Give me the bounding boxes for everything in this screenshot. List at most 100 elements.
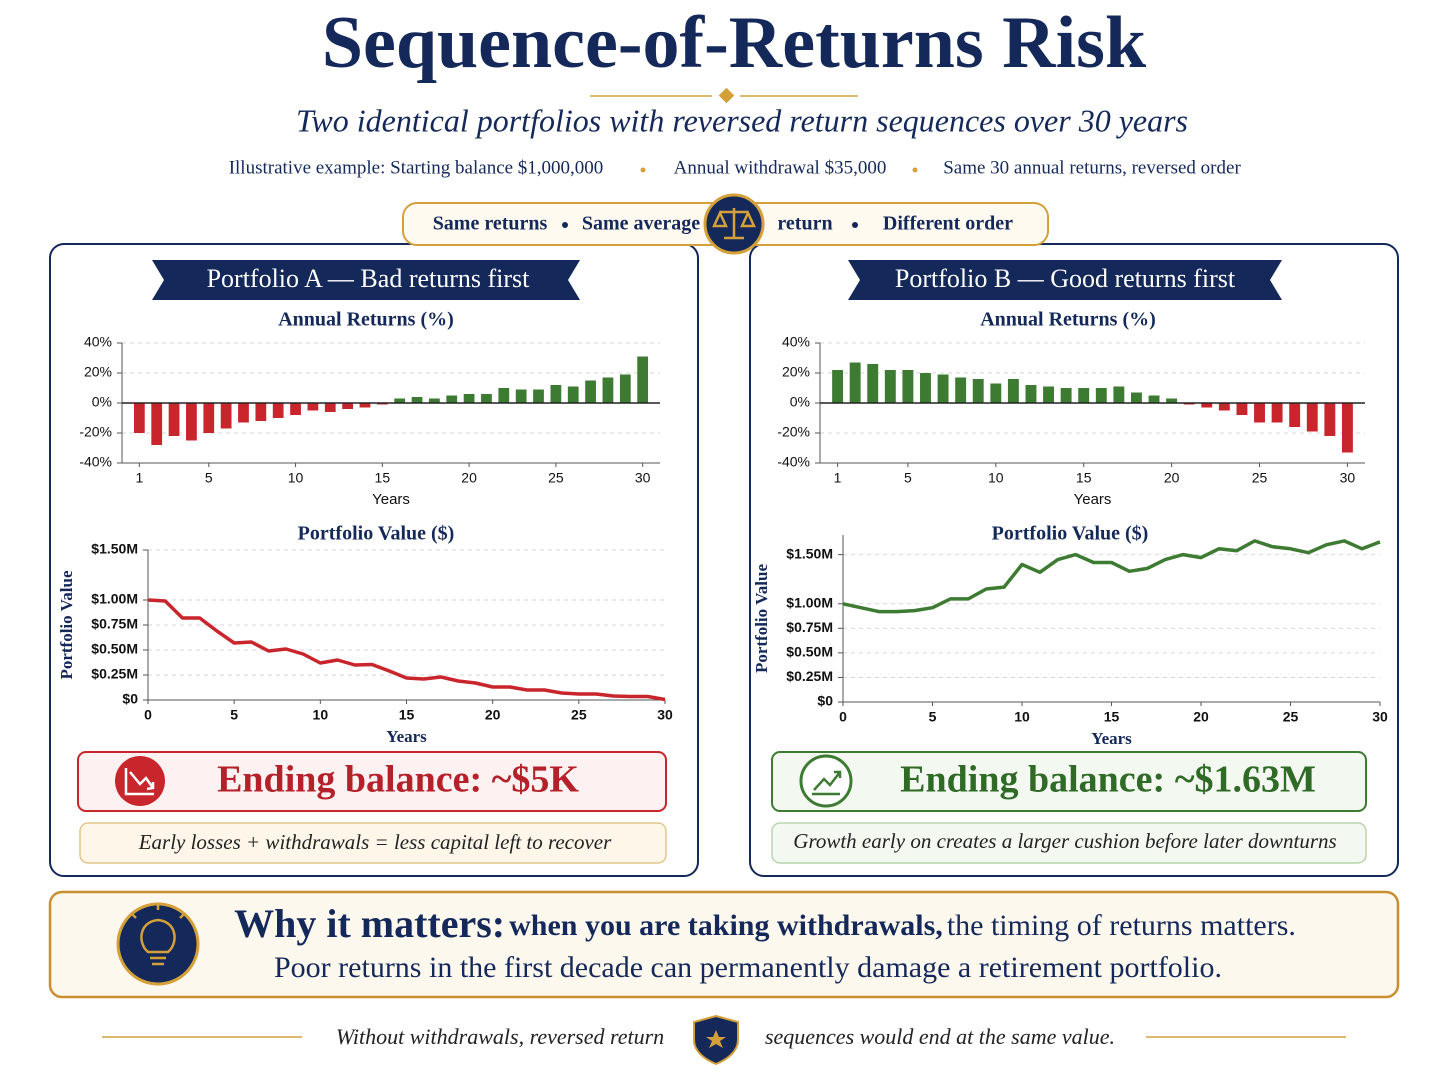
bar: [920, 373, 931, 403]
caption: Growth early on creates a larger cushion…: [793, 829, 1336, 853]
x-tick-label: 15: [375, 470, 391, 486]
why-lead: Why it matters:: [234, 901, 505, 946]
bar: [463, 394, 475, 403]
y-tick-label: 20%: [782, 364, 810, 380]
y-tick-label: -20%: [79, 424, 112, 440]
bar: [637, 356, 649, 403]
bar: [186, 403, 197, 441]
y-tick-label: $1.00M: [91, 591, 138, 607]
x-tick-label: 0: [144, 707, 152, 723]
bar: [972, 379, 984, 403]
why-rest: the timing of returns matters.: [947, 909, 1296, 942]
y-tick-label: 40%: [782, 334, 810, 350]
x-axis-label: Years: [372, 491, 410, 508]
x-tick-label: 5: [205, 470, 213, 486]
x-axis-label: Years: [1074, 491, 1112, 508]
y-tick-label: 0%: [790, 394, 810, 410]
note: Illustrative example: Starting balance $…: [229, 157, 604, 178]
bar: [1043, 386, 1054, 403]
ending-balance: Ending balance: ~$5K: [217, 759, 579, 801]
bar: [1271, 403, 1283, 423]
bullet: [852, 222, 858, 228]
bar: [990, 383, 1002, 403]
bar: [133, 403, 145, 433]
bar: [446, 395, 458, 403]
down-glyph: [124, 768, 155, 796]
x-axis-label: Years: [386, 727, 427, 746]
bar: [902, 370, 914, 403]
y-tick-label: 40%: [84, 334, 112, 350]
panel-title: Portfolio A — Bad returns first: [207, 264, 531, 293]
y-axis-label: Portfolio Value: [752, 564, 771, 674]
bar: [1324, 403, 1336, 436]
shield-star: [706, 1030, 726, 1048]
page-title: Sequence-of-Returns Risk: [322, 2, 1147, 84]
bulb-icon: [116, 902, 200, 986]
bullet: [640, 167, 646, 173]
x-tick-label: 15: [399, 707, 415, 723]
bar: [884, 370, 896, 403]
value-line: [842, 539, 1381, 614]
bar: [203, 403, 215, 433]
bar: [1289, 403, 1301, 427]
bar: [1254, 403, 1265, 423]
bar: [1148, 395, 1160, 403]
x-tick-label: 15: [1076, 470, 1092, 486]
bar: [151, 403, 163, 445]
y-tick-label: $0.25M: [786, 668, 833, 684]
note: Same 30 annual returns, reversed order: [943, 157, 1241, 178]
x-tick-label: 20: [1193, 709, 1209, 725]
y-tick-label: -20%: [777, 424, 810, 440]
panel-title: Portfolio B — Good returns first: [895, 264, 1236, 293]
why-line: Why it matters: when you are taking with…: [234, 901, 1296, 946]
bar: [324, 403, 336, 412]
caption: Early losses + withdrawals = less capita…: [138, 830, 612, 854]
x-tick-label: 25: [548, 470, 564, 486]
down-icon: [115, 756, 165, 806]
x-tick-label: 5: [929, 709, 937, 725]
y-tick-label: $1.50M: [91, 541, 138, 557]
bar: [307, 403, 319, 411]
bar: [1025, 385, 1037, 403]
x-axis-label: Years: [1091, 729, 1132, 748]
bar: [1113, 386, 1125, 403]
y-tick-label: $0.50M: [786, 644, 833, 660]
chart-title: Portfolio Value ($): [992, 523, 1149, 545]
x-tick-label: 5: [904, 470, 912, 486]
up-glyph: [812, 770, 842, 796]
y-tick-label: $0.75M: [91, 616, 138, 632]
bar: [1007, 379, 1019, 403]
divider-diamond: [718, 87, 735, 104]
x-tick-label: 10: [988, 470, 1004, 486]
bar: [429, 398, 440, 403]
footer-text: Without withdrawals, reversed return: [336, 1024, 664, 1049]
bar: [1060, 388, 1072, 403]
y-tick-label: $0.25M: [91, 666, 138, 682]
x-tick-label: 0: [839, 709, 847, 725]
bar: [602, 377, 614, 403]
bar: [1341, 403, 1353, 453]
x-tick-label: 1: [135, 470, 143, 486]
bullet: [562, 222, 568, 228]
subtitle: Two identical portfolios with reversed r…: [296, 102, 1188, 138]
bar: [1201, 403, 1213, 408]
why-line2: Poor returns in the first decade can per…: [274, 951, 1222, 984]
ending-box: [77, 751, 667, 812]
badge-text: return: [777, 213, 832, 235]
bar: [1218, 403, 1230, 411]
bar: [498, 388, 510, 403]
note: Annual withdrawal $35,000: [674, 157, 887, 178]
scale-glyph: [712, 208, 756, 240]
bar: [832, 370, 844, 403]
x-tick-label: 10: [288, 470, 304, 486]
bar: [585, 380, 596, 403]
bar: [342, 403, 353, 409]
y-tick-label: -40%: [79, 454, 112, 470]
chart-title: Annual Returns (%): [278, 309, 454, 331]
bar: [272, 403, 284, 418]
bar: [1095, 388, 1107, 403]
bar: [255, 403, 267, 421]
y-tick-label: $0.75M: [786, 619, 833, 635]
x-tick-label: 25: [1252, 470, 1268, 486]
